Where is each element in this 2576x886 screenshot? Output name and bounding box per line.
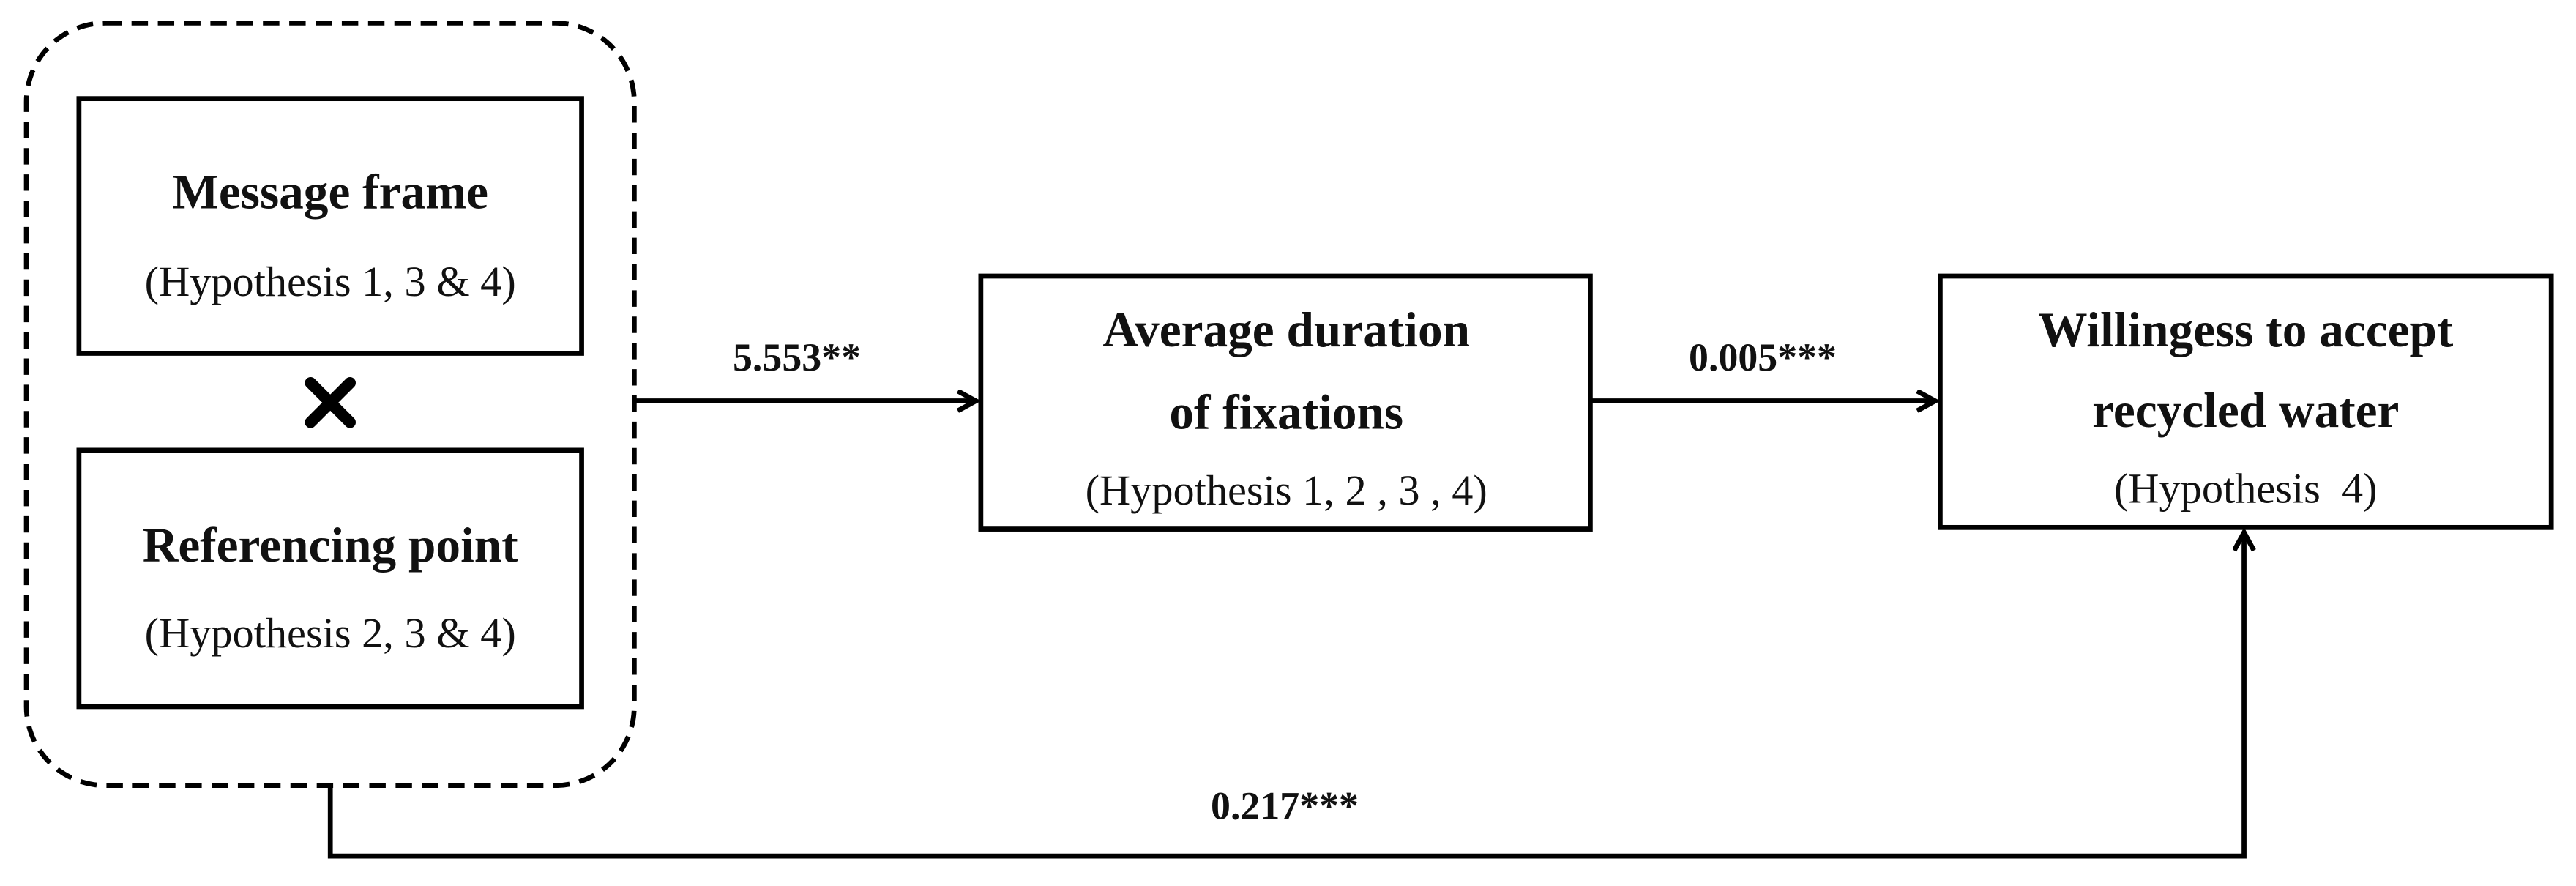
node-title: Referencing point — [143, 518, 518, 573]
edge-label: 5.553** — [733, 335, 861, 379]
edge-label: 0.005*** — [1689, 335, 1837, 379]
edge-label: 0.217*** — [1211, 784, 1359, 828]
node-box — [1938, 273, 2554, 530]
node-subtitle: (Hypothesis 1, 3 & 4) — [145, 258, 516, 305]
node-title: Willingess to accept — [2038, 302, 2454, 357]
node-subtitle: (Hypothesis 4) — [2114, 465, 2378, 513]
node-box — [76, 447, 584, 710]
node-box — [978, 273, 1593, 532]
edge-arrow — [327, 532, 2244, 859]
node-title: of fixations — [1169, 384, 1403, 439]
node-box — [76, 96, 584, 356]
node-subtitle: (Hypothesis 1, 2 , 3 , 4) — [1086, 466, 1487, 514]
node-title: recycled water — [2092, 383, 2399, 438]
node-subtitle: (Hypothesis 2, 3 & 4) — [145, 609, 516, 657]
node-title: Message frame — [172, 165, 488, 220]
node-title: Average duration — [1102, 302, 1470, 357]
interaction-icon — [305, 377, 356, 428]
